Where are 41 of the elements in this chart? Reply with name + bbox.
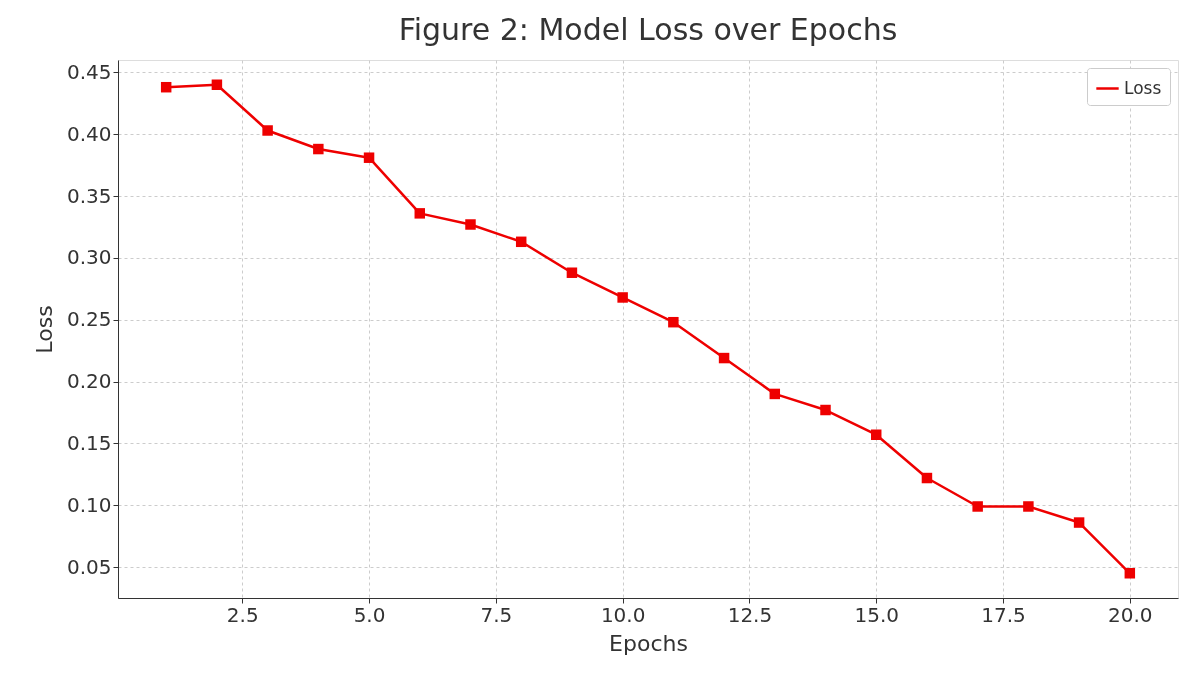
chart-title: Figure 2: Model Loss over Epochs (398, 12, 898, 47)
point (921, 472, 933, 484)
point (972, 501, 983, 512)
y-tick-label: 0.35 (66, 183, 112, 208)
point (769, 388, 781, 400)
y-tick-label: 0.20 (66, 369, 112, 394)
point (211, 79, 223, 90)
legend-label: Loss (1124, 77, 1162, 98)
point (1073, 517, 1085, 528)
y-tick-label: 0.40 (66, 121, 112, 146)
point (414, 208, 426, 219)
point (566, 267, 578, 278)
point (515, 236, 527, 248)
x-tick-label: 12.5 (727, 602, 773, 627)
x-tick-label: 7.5 (480, 602, 513, 627)
y-tick-label: 0.45 (66, 59, 112, 84)
x-tick-label: 2.5 (226, 602, 259, 627)
point (465, 219, 476, 230)
point (668, 316, 679, 328)
point (718, 352, 730, 364)
point (870, 429, 882, 440)
point (820, 404, 831, 416)
y-tick-label: 0.15 (66, 430, 112, 455)
x-tick-label: 10.0 (600, 602, 646, 627)
y-tick-label: 0.10 (66, 492, 112, 517)
point (617, 292, 628, 303)
x-tick-label: 5.0 (353, 602, 386, 627)
point (363, 152, 375, 163)
point (160, 81, 172, 93)
x-tick-label: 15.0 (854, 602, 899, 627)
point (1023, 501, 1034, 512)
point (313, 143, 324, 155)
point (262, 125, 273, 136)
x-axis-title: Epochs (609, 630, 688, 656)
x-tick-label: 17.5 (981, 602, 1026, 627)
y-tick-label: 0.25 (66, 307, 112, 332)
y-axis-title: Loss (31, 305, 57, 354)
y-tick-label: 0.05 (66, 554, 112, 579)
y-tick-label: 0.30 (66, 245, 112, 270)
point (1124, 568, 1136, 579)
x-tick-label: 20.0 (1108, 602, 1153, 627)
